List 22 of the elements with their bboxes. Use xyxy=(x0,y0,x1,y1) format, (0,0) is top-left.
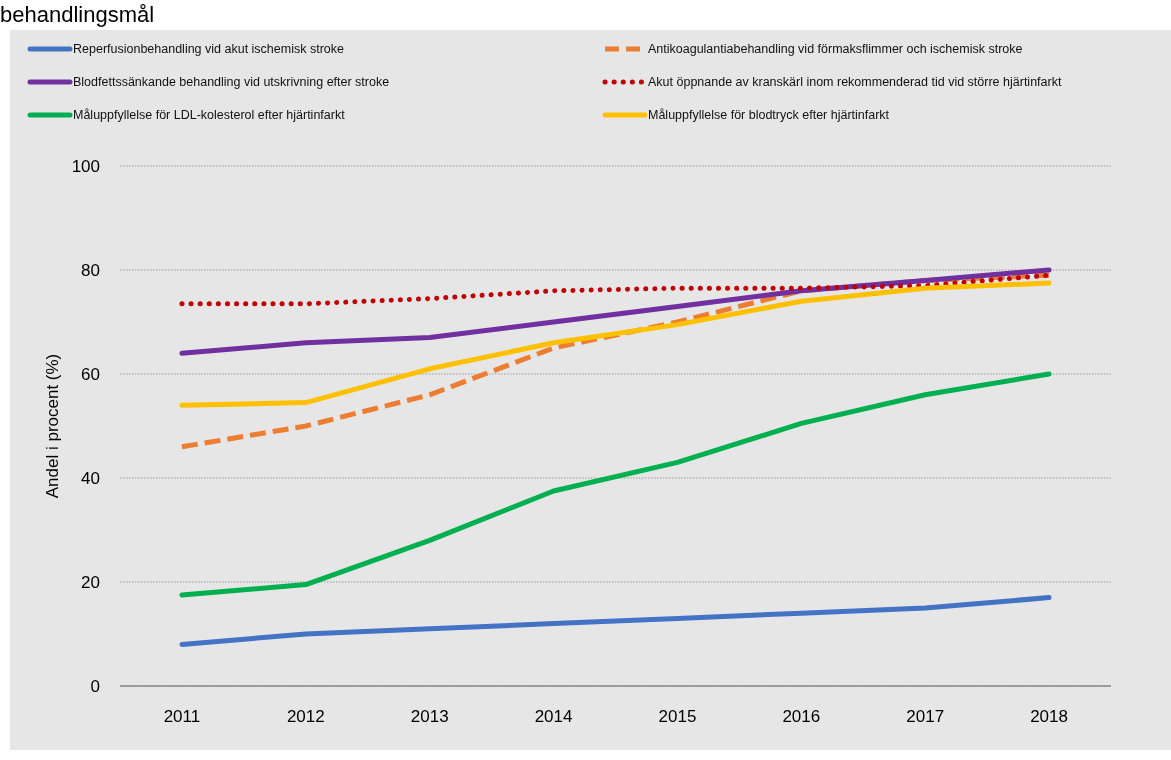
x-tick-label: 2012 xyxy=(286,707,325,726)
y-tick-label: 20 xyxy=(81,573,100,592)
x-tick-label: 2017 xyxy=(906,707,945,726)
legend-label: Akut öppnande av kranskärl inom rekommenderad tid vid större hjärtinfarkt xyxy=(648,75,1062,89)
chart-title: behandlingsmål xyxy=(0,2,155,27)
x-tick-label: 2016 xyxy=(782,707,821,726)
y-axis-title: Andel i procent (%) xyxy=(43,353,62,499)
x-tick-label: 2011 xyxy=(163,707,201,726)
x-tick-label: 2013 xyxy=(410,707,449,726)
y-tick-label: 40 xyxy=(81,469,100,488)
legend-label: Reperfusionbehandling vid akut ischemisk stroke xyxy=(73,42,345,56)
legend-label: Antikoagulantiabehandling vid förmaksflimmer och ischemisk stroke xyxy=(648,42,1023,56)
legend-label: Måluppfyllelse för blodtryck efter hjärtinfarkt xyxy=(648,108,890,122)
y-tick-label: 60 xyxy=(81,365,100,384)
legend-label: Måluppfyllelse för LDL-kolesterol efter hjärtinfarkt xyxy=(73,108,346,122)
x-tick-label: 2018 xyxy=(1030,707,1068,726)
x-tick-label: 2015 xyxy=(658,707,697,726)
y-tick-label: 80 xyxy=(81,261,100,280)
legend-label: Blodfettssänkande behandling vid utskrivning efter stroke xyxy=(73,75,390,89)
y-tick-label: 0 xyxy=(90,677,100,696)
y-tick-label: 100 xyxy=(71,157,100,176)
x-tick-label: 2014 xyxy=(534,707,573,726)
